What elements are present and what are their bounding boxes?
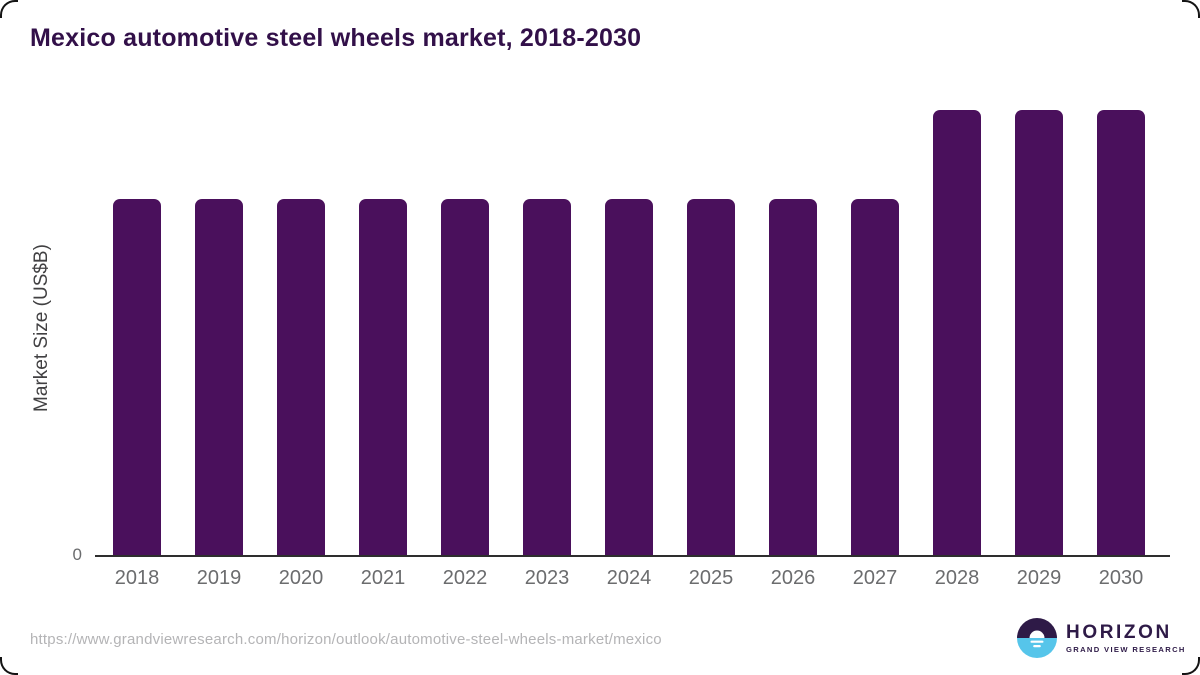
bar-2026 — [769, 199, 817, 557]
sun-over-horizon-icon — [1017, 618, 1057, 658]
bar-2020 — [277, 199, 325, 557]
chart-title: Mexico automotive steel wheels market, 2… — [30, 24, 642, 52]
bar-slot-2023 — [506, 110, 588, 557]
frame-corner-top-left — [0, 0, 18, 18]
bar-slot-2019 — [178, 110, 260, 557]
bar-2029 — [1015, 110, 1063, 557]
x-tick-2027: 2027 — [852, 567, 898, 589]
logo-brand-name: HORIZON — [1066, 621, 1172, 643]
bar-2025 — [687, 199, 735, 557]
bar-2030 — [1097, 110, 1145, 557]
bar-2028 — [933, 110, 981, 557]
y-axis-zero-tick-label: 0 — [72, 545, 82, 564]
x-tick-2028: 2028 — [934, 567, 980, 589]
x-tick-2030: 2030 — [1098, 567, 1144, 589]
bar-slot-2029 — [998, 110, 1080, 557]
bar-slot-2018 — [96, 110, 178, 557]
x-tick-2026: 2026 — [770, 567, 816, 589]
bar-slot-2024 — [588, 110, 670, 557]
y-axis-label: Market Size (US$B) — [31, 244, 52, 412]
bar-slot-2028 — [916, 110, 998, 557]
frame-corner-top-right — [1182, 0, 1200, 18]
x-tick-2018: 2018 — [114, 567, 160, 589]
bar-2019 — [195, 199, 243, 557]
logo-sub-brand-name: GRAND VIEW RESEARCH — [1066, 644, 1186, 654]
x-tick-2019: 2019 — [196, 567, 242, 589]
horizon-logo-text: HORIZON GRAND VIEW RESEARCH — [1066, 623, 1186, 654]
bar-slot-2020 — [260, 110, 342, 557]
x-tick-2022: 2022 — [442, 567, 488, 589]
x-tick-2023: 2023 — [524, 567, 570, 589]
x-axis-line — [95, 555, 1170, 557]
bar-slot-2021 — [342, 110, 424, 557]
x-tick-2029: 2029 — [1016, 567, 1062, 589]
frame-corner-bottom-right — [1182, 657, 1200, 675]
horizon-logo: HORIZON GRAND VIEW RESEARCH — [1017, 618, 1186, 658]
frame-corner-bottom-left — [0, 657, 18, 675]
x-tick-2020: 2020 — [278, 567, 324, 589]
x-axis-tick-labels: 2018 2019 2020 2021 2022 2023 2024 2025 2026 2027… — [96, 567, 1162, 590]
x-tick-2021: 2021 — [360, 567, 406, 589]
x-tick-2025: 2025 — [688, 567, 734, 589]
x-tick-2024: 2024 — [606, 567, 652, 589]
bar-series — [96, 110, 1162, 557]
source-url-text: https://www.grandviewresearch.com/horizo… — [30, 631, 662, 648]
bar-2024 — [605, 199, 653, 557]
bar-2023 — [523, 199, 571, 557]
bar-slot-2027 — [834, 110, 916, 557]
bar-slot-2022 — [424, 110, 506, 557]
bar-2021 — [359, 199, 407, 557]
bar-2027 — [851, 199, 899, 557]
bar-slot-2025 — [670, 110, 752, 557]
bar-2018 — [113, 199, 161, 557]
bar-2022 — [441, 199, 489, 557]
bar-slot-2026 — [752, 110, 834, 557]
bar-slot-2030 — [1080, 110, 1162, 557]
